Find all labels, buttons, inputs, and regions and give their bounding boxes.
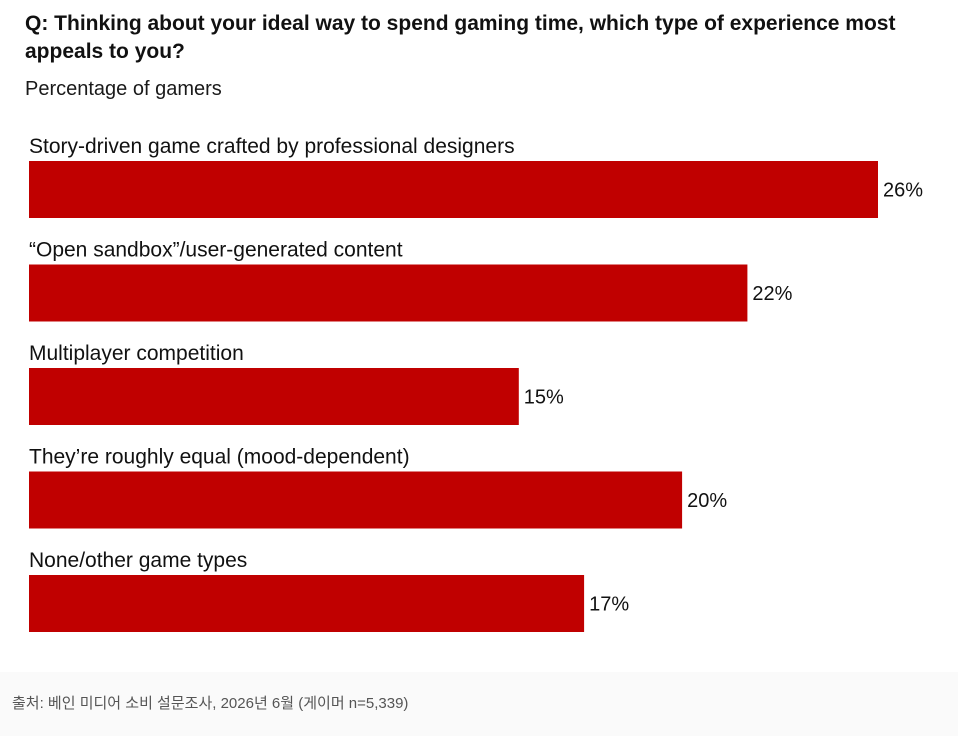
bar xyxy=(29,575,585,632)
category-label: “Open sandbox”/user-generated content xyxy=(29,239,403,262)
value-label: 20% xyxy=(687,490,727,512)
value-label: 22% xyxy=(752,283,792,305)
category-label: Story-driven game crafted by professiona… xyxy=(29,135,515,158)
bar xyxy=(29,471,683,529)
chart-subtitle: Percentage of gamers xyxy=(25,78,222,100)
chart-area xyxy=(0,0,958,672)
chart-title: Q: Thinking about your ideal way to spen… xyxy=(25,12,896,63)
bar xyxy=(29,368,519,425)
value-label: 17% xyxy=(589,594,629,616)
bar xyxy=(29,264,748,322)
value-label: 15% xyxy=(524,387,564,409)
source-note: 출처: 베인 미디어 소비 설문조사, 2026년 6월 (게이머 n=5,33… xyxy=(12,695,409,712)
category-label: None/other game types xyxy=(29,549,247,572)
value-label: 26% xyxy=(883,180,923,202)
category-label: Multiplayer competition xyxy=(29,342,244,365)
category-label: They’re roughly equal (mood-dependent) xyxy=(29,446,410,469)
bar-chart: Story-driven game crafted by professiona… xyxy=(29,135,923,632)
footer-band xyxy=(0,672,958,736)
bar xyxy=(29,161,878,218)
